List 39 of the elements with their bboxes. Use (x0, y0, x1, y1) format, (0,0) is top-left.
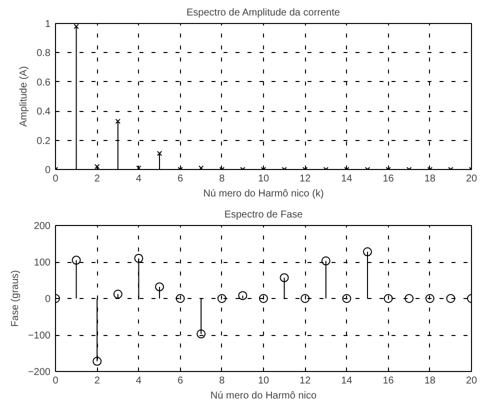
x-tick-label: 14 (341, 376, 353, 386)
y-tick-label: −100 (28, 330, 51, 342)
y-tick-label: 100 (34, 258, 51, 268)
x-tick-label: 10 (258, 376, 270, 386)
x-tick-label: 8 (219, 376, 226, 386)
x-tick-label: 6 (178, 376, 184, 386)
y-tick-label: 0 (44, 165, 51, 176)
x-tick-label: 4 (136, 174, 142, 184)
y-tick-label: 0.8 (36, 48, 51, 60)
y-tick-label: 200 (34, 221, 51, 232)
x-tick-label: 12 (300, 376, 312, 386)
x-tick-label: 2 (94, 174, 100, 184)
x-tick-label: 6 (178, 174, 184, 184)
y-tick-label: 0.4 (36, 106, 51, 118)
y-axis-title: Fase (graus) (10, 270, 21, 327)
x-tick-label: 18 (424, 376, 436, 386)
y-axis-title: Amplitude (A) (18, 66, 30, 127)
x-tick-label: 20 (466, 174, 478, 184)
y-tick-label: 0 (44, 294, 51, 305)
x-tick-label: 20 (466, 376, 478, 386)
y-tick-label: −200 (28, 367, 51, 378)
x-tick-label: 4 (136, 376, 142, 386)
x-tick-label: 0 (52, 376, 59, 386)
x-tick-label: 2 (94, 376, 100, 386)
y-tick-label: 0.6 (36, 77, 51, 88)
y-tick-label: 1 (44, 19, 51, 30)
x-tick-label: 8 (219, 174, 226, 184)
x-tick-label: 18 (424, 174, 436, 184)
y-tick-label: 0.2 (36, 136, 51, 147)
x-tick-label: 16 (382, 174, 394, 184)
chart-title: Espectro de Fase (224, 210, 304, 220)
x-tick-label: 0 (52, 174, 59, 184)
x-axis-title: Nú mero do Harmô nico (210, 390, 318, 402)
x-tick-label: 10 (258, 174, 270, 184)
x-axis-title: Nú mero do Harmô nico (k) (203, 188, 324, 200)
x-tick-label: 14 (341, 174, 353, 184)
x-tick-label: 12 (300, 174, 312, 184)
chart-title: Espectro de Amplitude da corrente (186, 8, 340, 18)
x-tick-label: 16 (382, 376, 394, 386)
